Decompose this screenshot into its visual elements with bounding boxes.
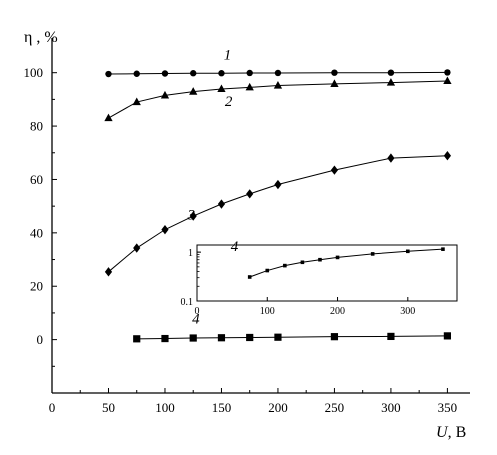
inset-series-point — [370, 252, 375, 256]
x-tick-label: 250 — [325, 400, 345, 415]
series-3-point — [189, 211, 197, 221]
series-4-point — [443, 332, 452, 340]
x-tick-label: 50 — [102, 400, 115, 415]
inset-series-point — [283, 263, 287, 268]
inset-series-label: 4 — [231, 239, 239, 255]
series-4-point — [274, 333, 282, 341]
series-1-point — [218, 70, 225, 77]
series-1-point — [274, 69, 282, 77]
x-axis-title-unit: , B — [448, 424, 467, 441]
series-4-point — [246, 333, 254, 342]
inset-series-point — [335, 255, 340, 260]
series-4-point — [161, 334, 169, 343]
y-tick-label: 60 — [30, 172, 43, 187]
x-axis-title: U, B — [436, 424, 466, 441]
inset-y-tick-label: 1 — [188, 248, 193, 259]
series-3-point — [161, 224, 169, 235]
series-3-point — [330, 165, 339, 175]
x-tick-label: 200 — [268, 400, 288, 415]
inset-series-point — [441, 247, 445, 251]
series-2-point — [245, 82, 254, 91]
series-4-line — [136, 335, 448, 340]
series-2-point — [217, 84, 226, 93]
x-tick-label: 150 — [212, 400, 232, 415]
series-4-point — [189, 334, 197, 342]
series-1-line — [108, 71, 448, 75]
y-tick-label: 20 — [30, 279, 43, 294]
series-2-point — [160, 90, 170, 99]
y-tick-label: 80 — [30, 119, 43, 134]
series-2-point — [104, 113, 113, 122]
series-3-line — [108, 155, 448, 273]
inset-series-point — [300, 260, 305, 265]
series-1-label: 1 — [224, 47, 232, 63]
series-3-point — [387, 153, 395, 163]
series-2-point — [330, 79, 339, 87]
series-1-point — [444, 69, 451, 76]
inset-series-point — [406, 249, 410, 254]
series-1-point — [161, 70, 169, 77]
inset-x-tick-label: 300 — [400, 306, 415, 317]
y-axis-title: η , % — [24, 29, 58, 46]
inset-series-point — [318, 257, 322, 262]
y-tick-label: 100 — [24, 65, 44, 80]
series-2-line — [108, 80, 448, 119]
inset-frame — [196, 244, 458, 302]
series-3-point — [104, 267, 113, 277]
series-3-label: 3 — [187, 208, 196, 224]
series-1-point — [387, 69, 395, 76]
series-3-point — [443, 151, 452, 161]
series-2-point — [443, 76, 452, 85]
y-tick-label: 40 — [30, 225, 43, 240]
series-3-point — [274, 179, 282, 190]
x-tick-label: 350 — [438, 400, 458, 415]
inset-series-point — [265, 268, 270, 273]
series-4-point — [330, 333, 339, 341]
x-axis-title-var: U — [436, 424, 449, 441]
inset-x-tick-label: 100 — [260, 306, 275, 317]
inset-series-point — [247, 275, 252, 279]
x-tick-label: 100 — [155, 400, 175, 415]
series-2-point — [189, 87, 198, 95]
x-tick-label: 300 — [381, 400, 401, 415]
series-2-point — [273, 81, 283, 89]
series-3-point — [246, 189, 254, 199]
series-1-point — [190, 70, 197, 77]
series-2-point — [132, 97, 141, 106]
series-3-point — [133, 243, 141, 253]
inset-y-tick-label: 0.1 — [181, 297, 194, 308]
x-tick-label: 0 — [49, 400, 56, 415]
series-4-point — [387, 332, 395, 341]
y-tick-label: 0 — [37, 332, 44, 347]
series-1-point — [105, 70, 112, 78]
series-2-point — [386, 78, 396, 86]
series-1-point — [246, 69, 253, 77]
series-2-label: 2 — [225, 94, 233, 110]
inset-x-tick-label: 200 — [330, 306, 345, 317]
series-4-label: 4 — [192, 312, 200, 328]
series-1-point — [331, 69, 338, 76]
series-4-point — [217, 334, 226, 342]
series-1-point — [133, 70, 140, 77]
inset-x-tick-label: 0 — [195, 306, 200, 317]
series-3-point — [217, 199, 226, 209]
series-4-point — [133, 335, 141, 343]
